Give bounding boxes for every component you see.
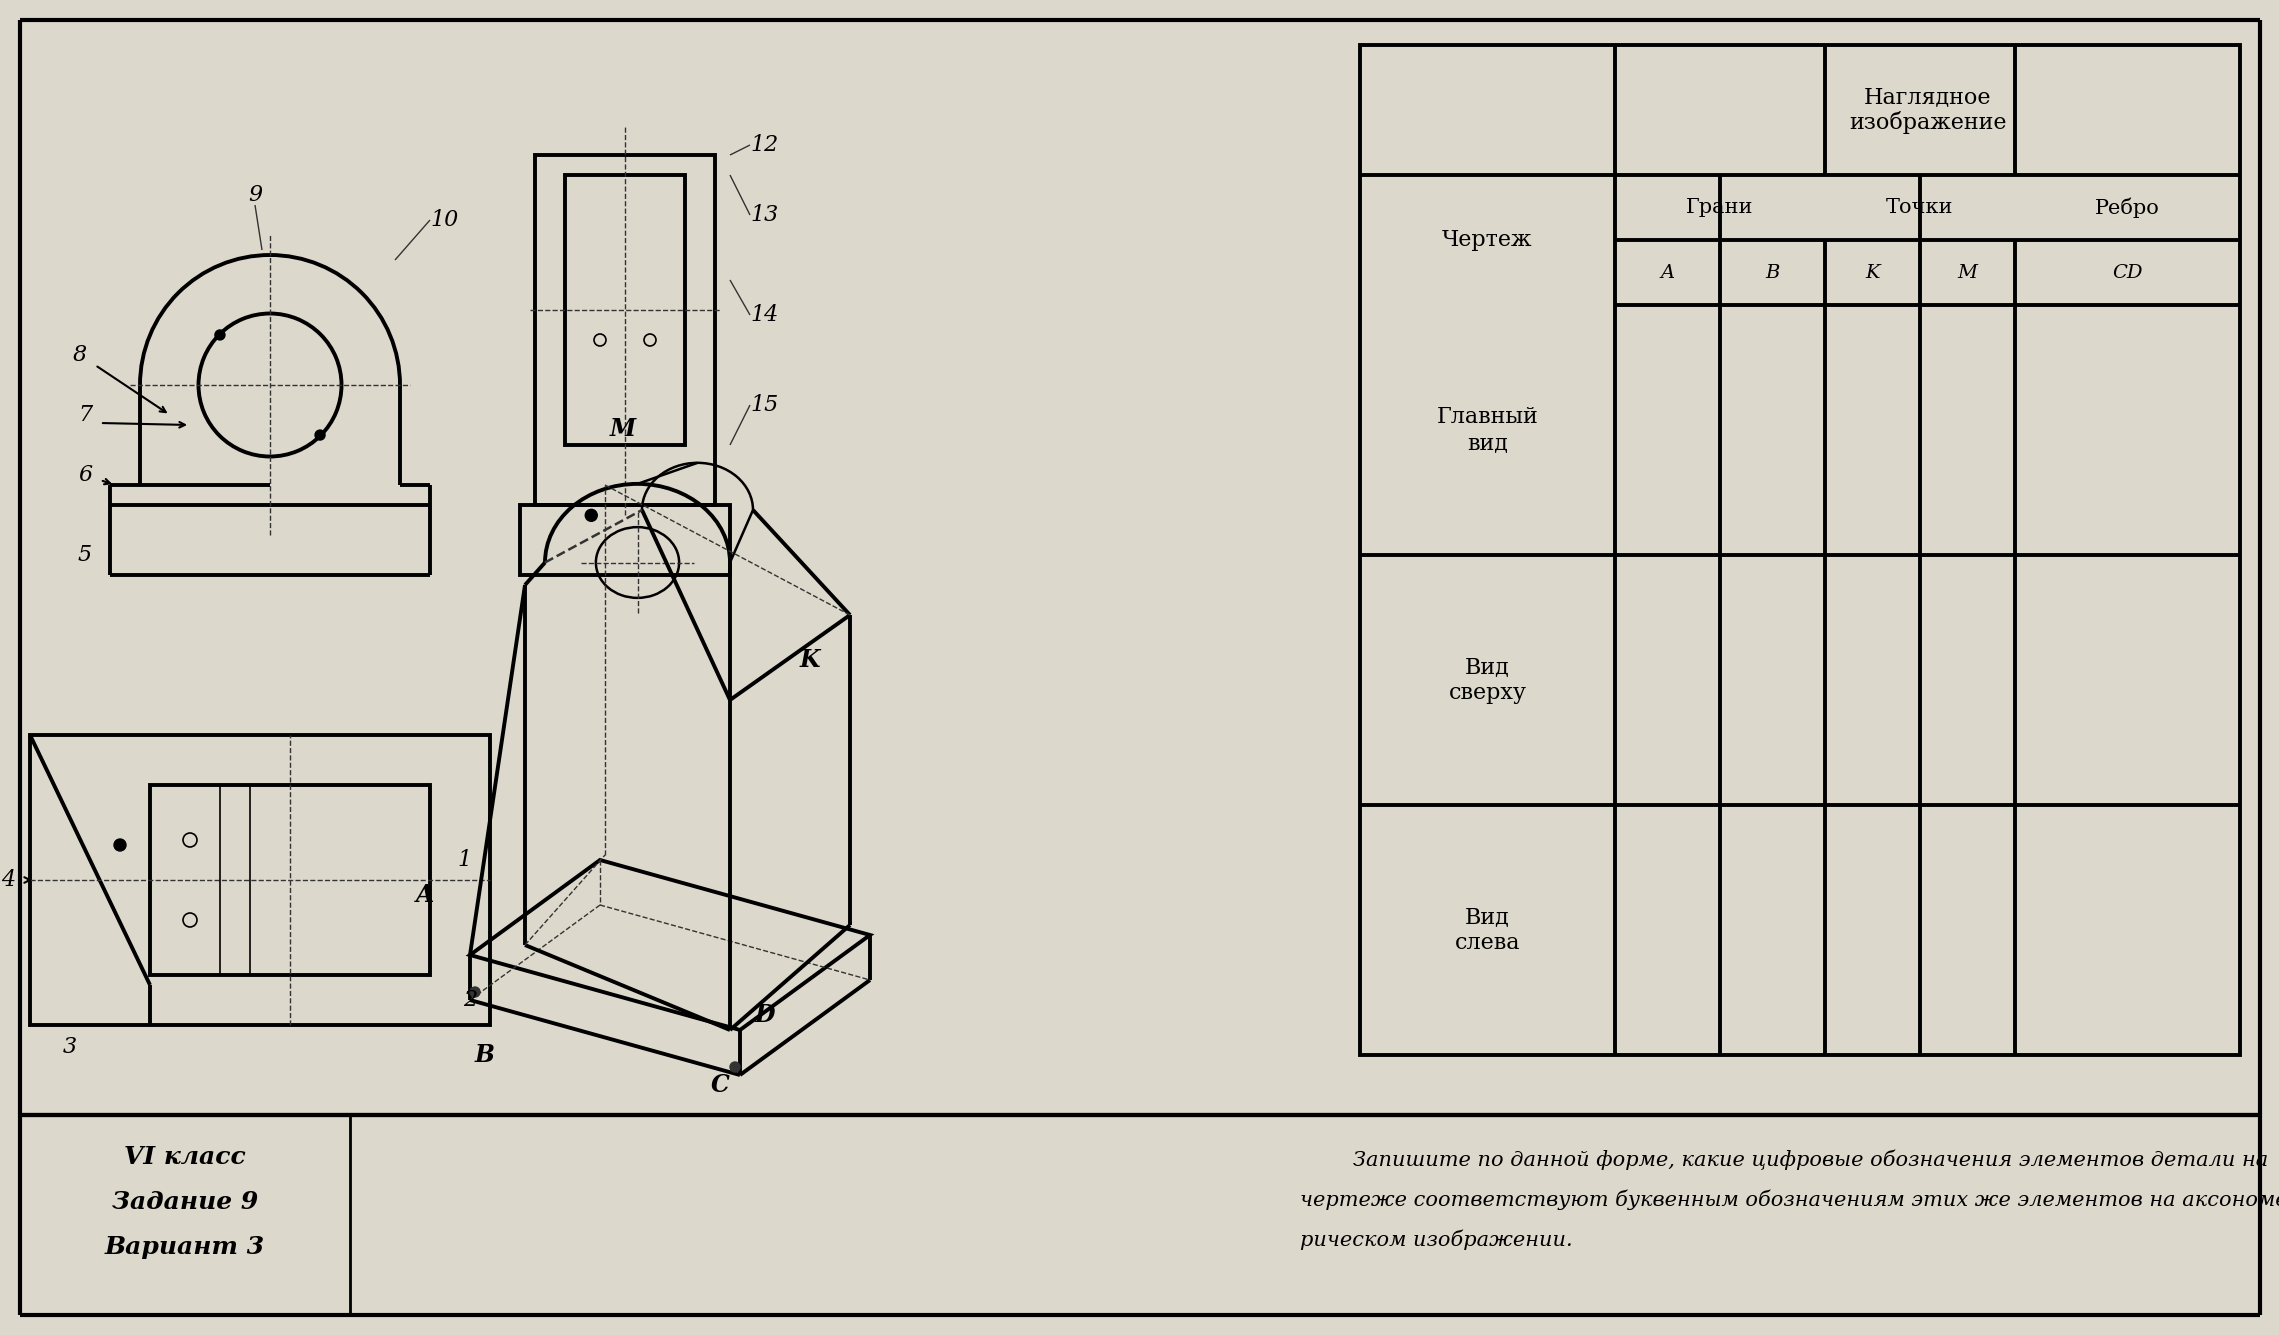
Text: Запишите по данной форме, какие цифровые обозначения элементов детали на: Запишите по данной форме, какие цифровые… (1299, 1149, 2268, 1171)
Text: Грани: Грани (1686, 198, 1755, 218)
Circle shape (469, 987, 481, 997)
Text: рическом изображении.: рическом изображении. (1299, 1230, 1573, 1251)
Text: Вариант 3: Вариант 3 (105, 1235, 264, 1259)
Bar (30, 736, 490, 1025)
Text: 9: 9 (248, 184, 262, 206)
Text: 15: 15 (750, 394, 779, 417)
Text: 6: 6 (77, 465, 91, 486)
Circle shape (114, 838, 125, 850)
Text: M: M (608, 417, 636, 441)
Text: Главный
вид: Главный вид (1436, 406, 1538, 454)
Text: K: K (800, 647, 820, 672)
Circle shape (214, 330, 226, 340)
Text: 7: 7 (77, 405, 91, 426)
Bar (1361, 45, 2240, 1055)
Text: M: M (1958, 263, 1978, 282)
Bar (520, 505, 729, 575)
Text: Вид
сверху: Вид сверху (1449, 657, 1527, 704)
Text: CD: CD (2113, 263, 2142, 282)
Text: B: B (474, 1043, 495, 1067)
Bar (565, 175, 686, 445)
Bar (150, 785, 431, 975)
Text: чертеже соответствуют буквенным обозначениям этих же элементов на аксономет-: чертеже соответствуют буквенным обозначе… (1299, 1189, 2279, 1211)
Text: 12: 12 (750, 134, 779, 156)
Text: Вид
слева: Вид слева (1454, 906, 1520, 953)
Circle shape (586, 510, 597, 522)
Circle shape (315, 430, 326, 441)
Text: 10: 10 (431, 210, 458, 231)
Text: C: C (711, 1073, 729, 1097)
Text: 1: 1 (458, 849, 472, 870)
Text: A: A (1661, 263, 1675, 282)
Circle shape (729, 1063, 741, 1072)
Text: 3: 3 (64, 1036, 77, 1059)
Text: A: A (415, 882, 435, 906)
Text: Наглядное
изображение: Наглядное изображение (1848, 85, 2006, 135)
Text: 4: 4 (0, 869, 16, 890)
Text: VI класс: VI класс (123, 1145, 246, 1169)
Text: Чертеж: Чертеж (1443, 230, 1534, 251)
Text: 2: 2 (463, 989, 476, 1011)
Text: Ребро: Ребро (2094, 198, 2160, 218)
Bar (536, 155, 716, 505)
Text: B: B (1766, 263, 1780, 282)
Text: K: K (1864, 263, 1880, 282)
Text: D: D (754, 1003, 775, 1027)
Text: 13: 13 (750, 204, 779, 226)
Text: 5: 5 (77, 543, 91, 566)
Text: 14: 14 (750, 304, 779, 326)
Text: 8: 8 (73, 344, 87, 366)
Text: Точки: Точки (1887, 198, 1953, 218)
Text: Задание 9: Задание 9 (112, 1189, 258, 1214)
